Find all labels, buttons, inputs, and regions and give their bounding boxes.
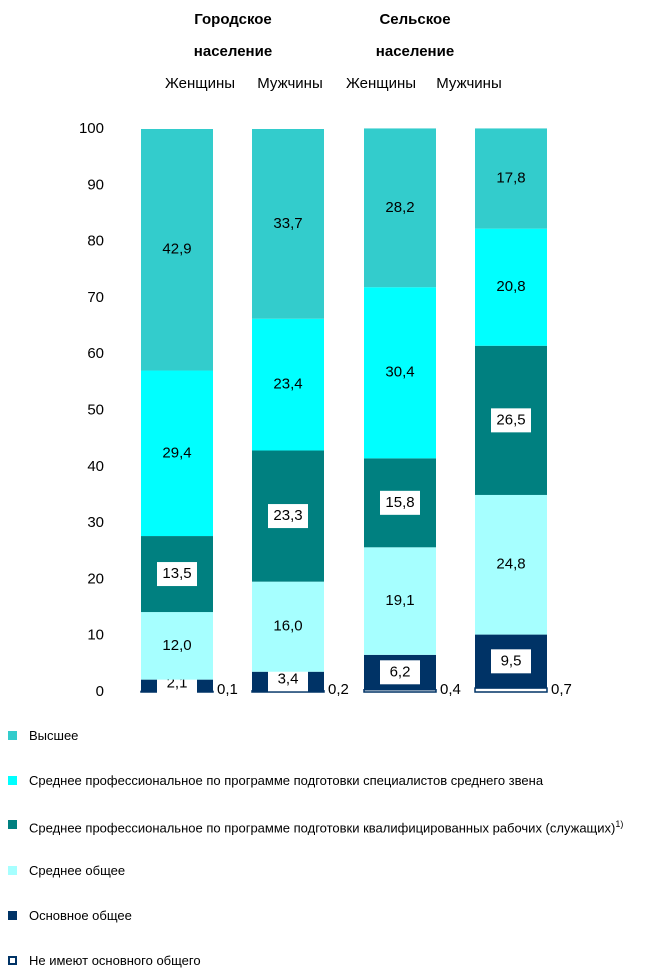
value-label: 6,2 <box>390 663 411 680</box>
y-tick-label: 20 <box>87 570 104 587</box>
label-box <box>491 649 531 674</box>
y-tick-label: 50 <box>87 401 104 418</box>
value-label: 33,7 <box>273 215 302 232</box>
legend-swatch <box>8 911 17 920</box>
value-label: 19,1 <box>385 592 414 609</box>
value-label: 13,5 <box>162 565 191 582</box>
bar-segment <box>364 128 436 288</box>
bar-segment <box>141 129 213 371</box>
value-label: 17,8 <box>496 170 525 187</box>
y-tick-label: 90 <box>87 176 104 193</box>
value-label: 3,4 <box>278 670 299 687</box>
value-label: 15,8 <box>385 494 414 511</box>
group-label: население <box>194 43 272 60</box>
y-tick-label: 10 <box>87 627 104 644</box>
y-tick-label: 60 <box>87 345 104 362</box>
value-label: 20,8 <box>496 278 525 295</box>
y-tick-label: 40 <box>87 458 104 475</box>
bar-segment <box>364 287 436 459</box>
legend-label: Среднее общее <box>29 863 126 878</box>
value-label: 26,5 <box>496 411 525 428</box>
legend-item: Основное общее <box>8 908 648 923</box>
label-box <box>157 562 197 587</box>
legend-item: Высшее <box>8 728 648 743</box>
legend-item: Не имеют основного общего <box>8 953 648 968</box>
chart: Городское население Сельское население Женщи… <box>79 11 572 700</box>
group-label: Городское <box>194 11 272 28</box>
label-box <box>380 660 420 685</box>
value-label: 29,4 <box>162 444 191 461</box>
legend-label: Среднее профессиональное по программе по… <box>29 820 616 836</box>
y-tick-label: 30 <box>87 514 104 531</box>
y-tick-label: 70 <box>87 289 104 306</box>
legend-item: Среднее общее <box>8 863 648 878</box>
bar-segment <box>475 228 547 346</box>
legend-swatch <box>8 956 17 965</box>
value-label: 0,1 <box>217 681 238 698</box>
value-label: 24,8 <box>496 556 525 573</box>
bar-segment <box>475 494 547 635</box>
legend-label: Основное общее <box>29 908 132 923</box>
label-box <box>380 490 420 515</box>
bar-segment <box>363 688 437 693</box>
bar-segment <box>141 370 213 537</box>
value-label: 42,9 <box>162 241 191 258</box>
value-label: 0,2 <box>328 681 349 698</box>
legend-label: Не имеют основного общего <box>29 953 201 968</box>
legend-text: Среднее профессиональное по программе по… <box>29 817 644 835</box>
value-label: 23,4 <box>273 376 302 393</box>
value-label: 9,5 <box>501 652 522 669</box>
legend-swatch <box>8 731 17 740</box>
value-label: 16,0 <box>273 618 302 635</box>
label-box <box>491 408 531 433</box>
legend-text: Основное общее <box>29 908 644 923</box>
category-label: Мужчины <box>257 75 322 92</box>
legend-text: Высшее <box>29 728 644 743</box>
legend-swatch <box>8 820 17 829</box>
bar-segment <box>252 129 324 319</box>
group-label: население <box>376 43 454 60</box>
group-label: Сельское <box>379 11 450 28</box>
value-label: 0,7 <box>551 681 572 698</box>
legend-label: Высшее <box>29 728 79 743</box>
legend-label: Среднее профессиональное по программе по… <box>29 773 544 788</box>
y-tick-label: 80 <box>87 233 104 250</box>
legend-text: Среднее общее <box>29 863 644 878</box>
bar-segment <box>475 128 547 229</box>
legend-item: Среднее профессиональное по программе по… <box>8 773 648 788</box>
legend-swatch <box>8 866 17 875</box>
value-label: 23,3 <box>273 507 302 524</box>
label-box <box>268 504 308 529</box>
category-label: Мужчины <box>436 75 501 92</box>
bar-segment <box>364 547 436 655</box>
bar-segment <box>474 687 548 693</box>
y-tick-label: 100 <box>79 120 104 137</box>
legend-superscript: 1) <box>615 819 624 829</box>
legend-swatch <box>8 776 17 785</box>
legend-item: Среднее профессиональное по программе по… <box>8 817 648 835</box>
bar-segment <box>252 581 324 672</box>
value-label: 0,4 <box>440 681 461 698</box>
bar-segment <box>141 612 213 680</box>
value-label: 28,2 <box>385 199 414 216</box>
bar-segment <box>252 318 324 451</box>
value-label: 30,4 <box>385 364 414 381</box>
value-label: 12,0 <box>162 637 191 654</box>
y-tick-label: 0 <box>96 683 104 700</box>
legend-text: Не имеют основного общего <box>29 953 644 968</box>
category-label: Женщины <box>346 75 416 92</box>
category-label: Женщины <box>165 75 235 92</box>
legend-text: Среднее профессиональное по программе по… <box>29 773 644 788</box>
